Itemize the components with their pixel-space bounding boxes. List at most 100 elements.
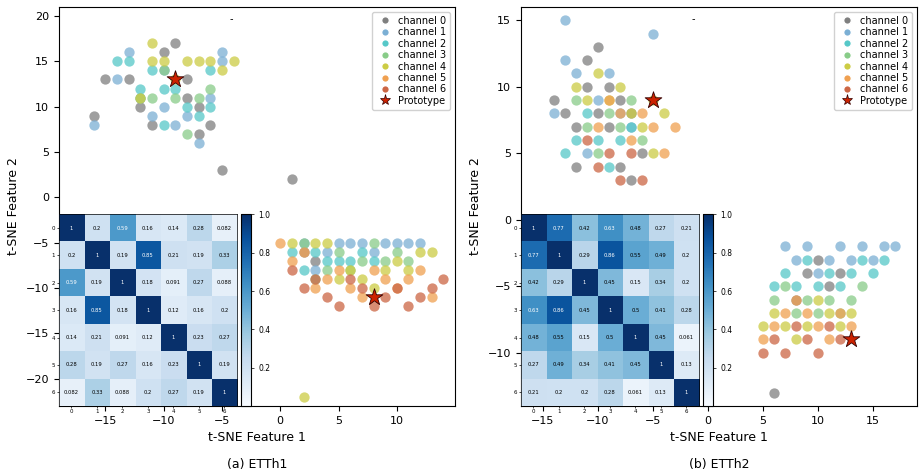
Point: [810, 296, 825, 303]
Point: [844, 256, 858, 263]
Point: [436, 275, 451, 283]
Point: [756, 349, 771, 356]
Point: [413, 248, 428, 255]
Point: [366, 284, 381, 292]
Point: [788, 336, 803, 343]
Point: [320, 275, 334, 283]
Point: [799, 256, 814, 263]
Point: [191, 130, 206, 138]
Point: [401, 266, 416, 274]
Point: [579, 83, 594, 91]
Point: [226, 58, 241, 65]
Point: [191, 139, 206, 147]
Point: [546, 110, 561, 117]
Point: [413, 266, 428, 274]
Point: [401, 303, 416, 310]
Point: [568, 70, 583, 77]
Point: [366, 303, 381, 310]
Point: [810, 282, 825, 290]
Point: [308, 239, 322, 246]
Point: [568, 163, 583, 170]
Point: [144, 58, 159, 65]
Point: [285, 248, 299, 255]
Point: [179, 103, 194, 110]
Point: [203, 67, 218, 74]
Point: [144, 112, 159, 119]
Point: [343, 266, 358, 274]
Point: [297, 284, 311, 292]
Point: [767, 309, 782, 317]
Point: [756, 336, 771, 343]
Point: [366, 257, 381, 265]
Point: [579, 96, 594, 104]
Point: [602, 150, 616, 157]
Point: [810, 349, 825, 356]
Point: [888, 243, 903, 250]
Point: [877, 243, 892, 250]
Point: [401, 239, 416, 246]
Point: [590, 123, 605, 130]
Point: [624, 123, 638, 130]
Point: [844, 269, 858, 277]
Point: [156, 49, 171, 56]
Point: [144, 40, 159, 47]
Point: [635, 136, 650, 143]
Point: [590, 163, 605, 170]
Point: [179, 58, 194, 65]
Point: [378, 257, 393, 265]
X-axis label: t-SNE Feature 1: t-SNE Feature 1: [670, 431, 768, 444]
Point: [877, 256, 892, 263]
Point: [855, 282, 869, 290]
Point: [833, 322, 847, 330]
Point: [121, 49, 136, 56]
Point: [343, 275, 358, 283]
Point: [645, 30, 660, 37]
Point: [590, 43, 605, 51]
Point: [285, 257, 299, 265]
Point: [602, 83, 616, 91]
Point: [799, 269, 814, 277]
Point: [86, 121, 101, 128]
Point: [297, 266, 311, 274]
Point: [179, 76, 194, 83]
Point: [833, 243, 847, 250]
Point: [767, 336, 782, 343]
Point: [355, 248, 370, 255]
Point: [203, 94, 218, 101]
Point: [133, 85, 148, 93]
Point: [645, 150, 660, 157]
Point: [788, 322, 803, 330]
Point: [86, 112, 101, 119]
Point: [133, 94, 148, 101]
Point: [401, 275, 416, 283]
Point: [833, 282, 847, 290]
Point: [788, 282, 803, 290]
Point: [343, 257, 358, 265]
Point: [168, 76, 183, 83]
Point: [767, 296, 782, 303]
Point: [156, 67, 171, 74]
Point: [191, 112, 206, 119]
Point: [810, 269, 825, 277]
Point: [799, 243, 814, 250]
Point: [810, 256, 825, 263]
Point: [203, 103, 218, 110]
Point: [645, 96, 660, 104]
Point: [156, 85, 171, 93]
Point: [413, 293, 428, 301]
Point: [613, 110, 627, 117]
Point: [133, 103, 148, 110]
Point: [602, 123, 616, 130]
Title: (a) ETTh1: (a) ETTh1: [226, 458, 287, 471]
Point: [635, 150, 650, 157]
Point: [191, 94, 206, 101]
Point: [568, 136, 583, 143]
Point: [110, 58, 125, 65]
Point: [613, 136, 627, 143]
Point: [308, 257, 322, 265]
Point: [355, 293, 370, 301]
Point: [613, 163, 627, 170]
Point: [121, 58, 136, 65]
Point: [590, 136, 605, 143]
Point: [602, 96, 616, 104]
